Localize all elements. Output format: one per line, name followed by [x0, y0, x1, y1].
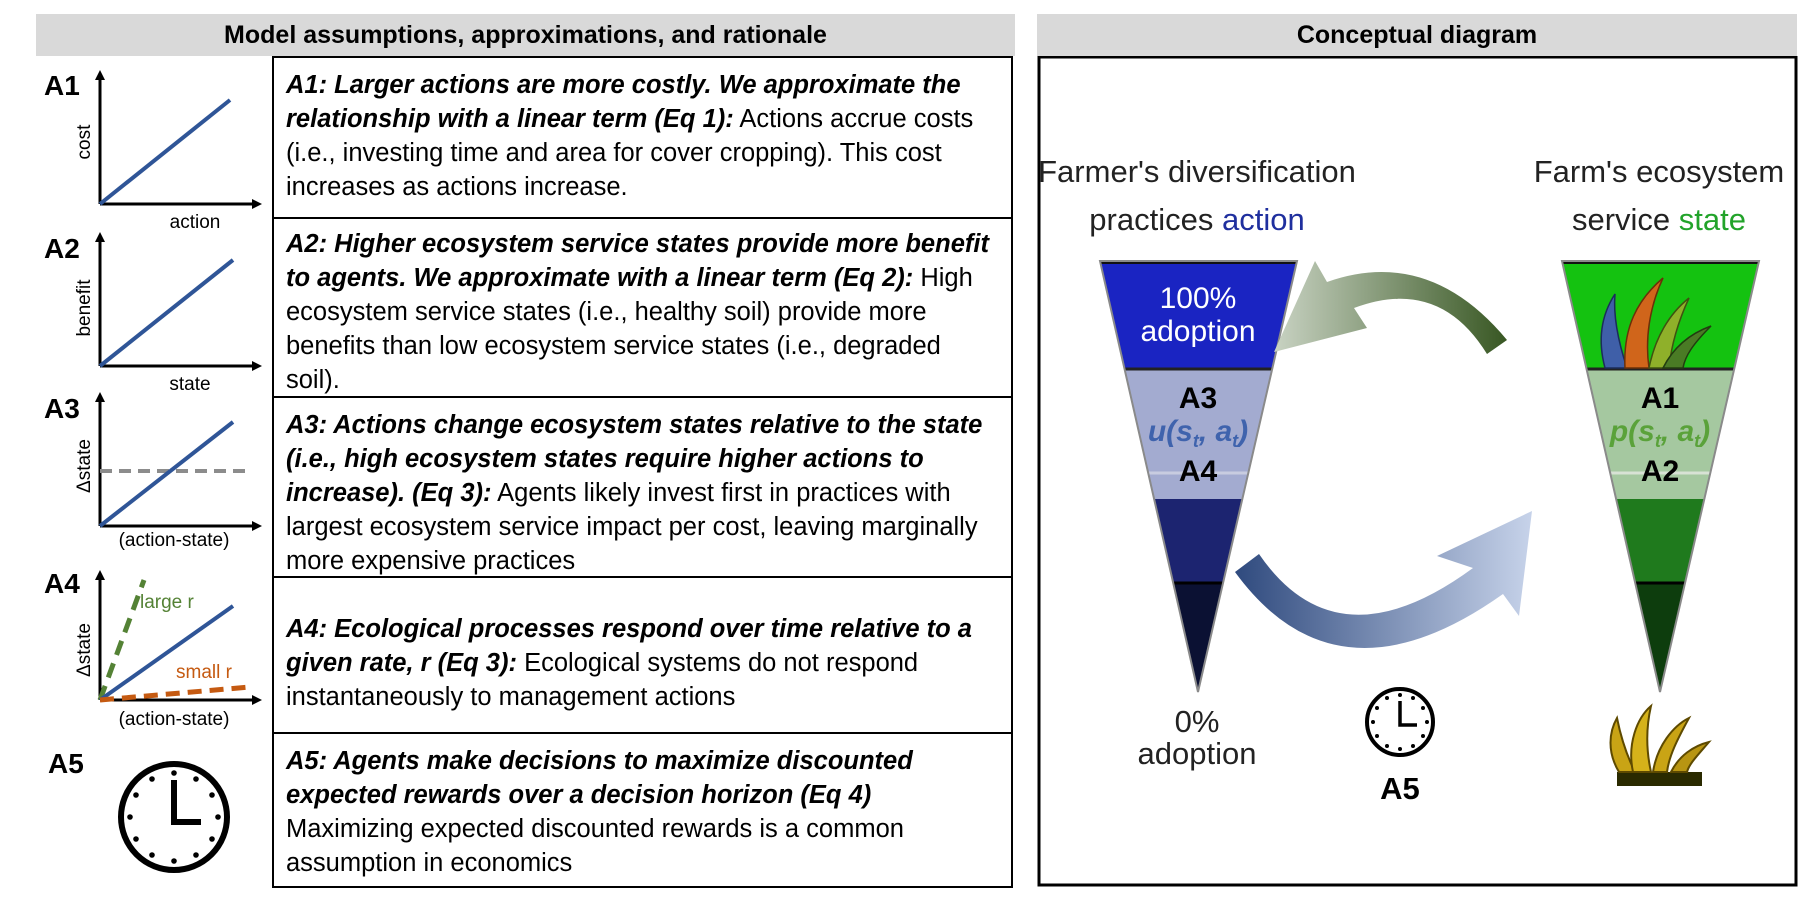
a4-body-text: Ecological systems do not respond instan… — [286, 649, 919, 711]
healthy-plant-icon — [1600, 277, 1712, 369]
assumption-a5-row: A5: Agents make decisions to maximize di… — [272, 734, 1013, 888]
action-word: action — [1222, 202, 1305, 237]
a4-large-r-label: large r — [140, 592, 195, 613]
a2-y-label: benefit — [74, 279, 95, 337]
right-a1-label: A1 — [1641, 382, 1679, 415]
top-adoption-line1: 100% — [1160, 282, 1237, 315]
right-a2-label: A2 — [1641, 455, 1679, 488]
bottom-adoption-line1: 0% — [1175, 704, 1220, 739]
transition-function-label: p(st, at) — [1609, 415, 1710, 451]
left-a4-label: A4 — [1179, 455, 1218, 488]
a1-y-arrow — [95, 70, 105, 80]
a2-body-text: High ecosystem service states (i.e., hea… — [286, 264, 973, 394]
a3-y-label: Δstate — [74, 439, 95, 493]
a1-body-text: Actions accrue costs (i.e., investing ti… — [286, 105, 974, 201]
a2-x-arrow — [252, 361, 262, 371]
a4-bold-text: A4: Ecological processes respond over ti… — [286, 615, 972, 677]
a4-x-arrow — [252, 695, 262, 705]
a4-base-line — [98, 604, 235, 702]
a3-body-text: Agents likely invest first in practices … — [286, 479, 978, 575]
assumption-a4-row: A4: Ecological processes respond over ti… — [272, 578, 1013, 734]
feedback-arrow-top — [1274, 261, 1507, 354]
dry-plant-icon — [1609, 703, 1712, 786]
conceptual-diagram: Farmer's diversification practices actio… — [1037, 56, 1798, 887]
assumption-a3-label: A3 — [44, 393, 80, 424]
assumption-a5-label: A5 — [48, 748, 84, 779]
assumption-a2-label: A2 — [44, 233, 80, 264]
farm-title-line1: Farm's ecosystem — [1534, 154, 1785, 189]
farmer-title-line1: Farmer's diversification — [1038, 154, 1356, 189]
a1-cost-plot: cost action — [74, 70, 262, 233]
assumption-a1-label: A1 — [44, 70, 80, 101]
a2-bold-text: A2: Higher ecosystem service states prov… — [286, 230, 989, 292]
a3-bold-text: A3: Actions change ecosystem states rela… — [286, 411, 983, 507]
a3-x-label: (action-state) — [119, 530, 230, 551]
assumption-a3-row: A3: Actions change ecosystem states rela… — [272, 398, 1013, 578]
a5-body-text: Maximizing expected discounted rewards i… — [286, 815, 904, 877]
a3-delta-state-plot: Δstate (action-state) — [74, 392, 262, 551]
state-word: state — [1679, 202, 1746, 237]
utility-function-label: u(st, at) — [1148, 415, 1248, 451]
farm-title-line2: service state — [1572, 202, 1746, 237]
left-panel-header: Model assumptions, approximations, and r… — [36, 14, 1015, 56]
a2-linear-line — [98, 258, 235, 368]
top-adoption-line2: adoption — [1140, 315, 1255, 348]
a4-rate-plot: Δstate large r small r (action-state) — [74, 570, 262, 730]
left-a3-label: A3 — [1179, 382, 1217, 415]
a4-y-label: Δstate — [74, 623, 95, 677]
a4-x-label: (action-state) — [119, 709, 230, 730]
bottom-adoption-line2: adoption — [1138, 736, 1257, 771]
a1-x-arrow — [252, 199, 262, 209]
assumption-a2-row: A2: Higher ecosystem service states prov… — [272, 217, 1013, 398]
a2-y-arrow — [95, 232, 105, 242]
feedback-arrow-bottom — [1235, 511, 1532, 648]
a4-small-r-line — [99, 684, 251, 703]
a1-linear-line — [98, 98, 232, 206]
a4-y-arrow — [95, 570, 105, 580]
a3-y-arrow — [95, 392, 105, 402]
farmer-title-line2: practices action — [1089, 202, 1304, 237]
a4-large-r-line — [97, 579, 147, 701]
clock-a5-label: A5 — [1380, 771, 1420, 806]
a4-small-r-label: small r — [176, 662, 233, 683]
a3-linear-line — [98, 420, 235, 528]
a3-x-arrow — [252, 521, 262, 531]
right-panel-header: Conceptual diagram — [1037, 14, 1797, 56]
a1-bold-text: A1: Larger actions are more costly. We a… — [286, 71, 961, 133]
a5-clock-icon — [118, 761, 230, 873]
a2-x-label: state — [169, 374, 210, 395]
a5-bold-text: A5: Agents make decisions to maximize di… — [286, 747, 913, 809]
a2-benefit-plot: benefit state — [74, 232, 262, 395]
assumption-a1-row: A1: Larger actions are more costly. We a… — [272, 56, 1013, 219]
clock-icon — [1365, 687, 1435, 757]
a1-x-label: action — [170, 212, 221, 233]
a1-y-label: cost — [74, 124, 95, 160]
assumption-a4-label: A4 — [44, 568, 80, 599]
